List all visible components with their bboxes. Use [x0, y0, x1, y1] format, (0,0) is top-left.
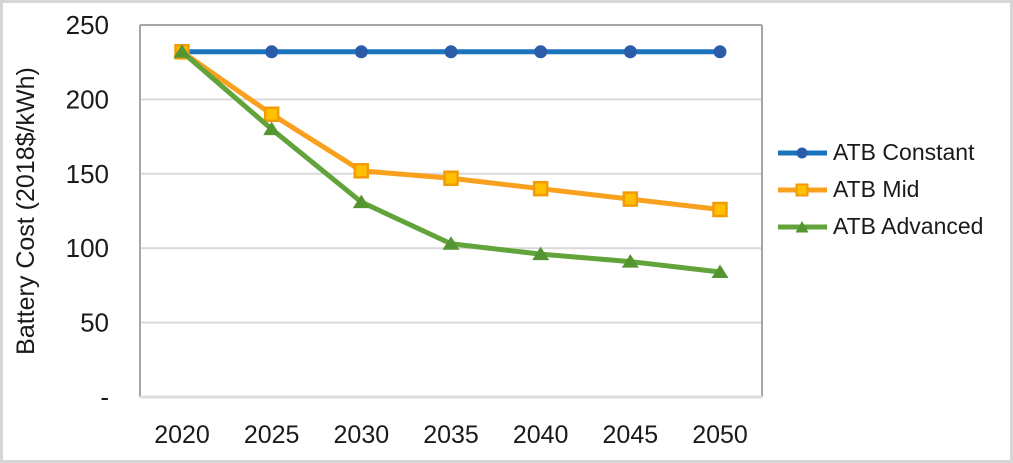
x-tick-label: 2040: [513, 421, 569, 449]
x-tick-label: 2030: [334, 421, 390, 449]
marker-triangle-atb-advanced: [621, 254, 639, 268]
line-chart: 250 200 150 100 50 - 2020 2025 2030 2035 2040 2045…: [12, 10, 763, 449]
legend-item-atb-advanced: ATB Advanced: [775, 208, 983, 245]
y-tick-label: 200: [66, 84, 109, 114]
marker-circle-atb-constant: [534, 45, 548, 59]
x-tick-label: 2045: [603, 421, 659, 449]
y-tick-label: -: [100, 382, 109, 412]
marker-triangle-atb-advanced: [263, 121, 281, 136]
legend-label: ATB Advanced: [833, 213, 984, 239]
marker-square-atb-mid: [353, 163, 370, 179]
marker-circle-atb-constant: [265, 45, 279, 59]
legend-label: ATB Mid: [833, 176, 920, 202]
y-tick-label: 50: [80, 308, 109, 338]
y-tick-label: 250: [66, 10, 109, 40]
series-lines: [173, 44, 729, 279]
gridlines: [140, 98, 762, 324]
y-tick-label: 150: [66, 159, 109, 189]
x-tick-label: 2020: [154, 421, 210, 449]
y-tick-label: 100: [66, 233, 109, 263]
axes: [139, 24, 763, 399]
legend-label: ATB Constant: [833, 139, 975, 165]
marker-circle-atb-constant: [354, 45, 368, 59]
marker-triangle-atb-advanced: [711, 264, 729, 279]
x-tick-label: 2025: [244, 421, 300, 449]
legend-item-atb-constant: ATB Constant: [775, 134, 983, 171]
marker-triangle-atb-advanced: [532, 246, 550, 261]
marker-circle-atb-constant: [713, 45, 727, 59]
marker-square-atb-mid: [443, 170, 459, 187]
line-square-swatch-icon: [778, 183, 827, 196]
marker-square-atb-mid: [622, 191, 639, 207]
marker-triangle-atb-advanced: [442, 236, 460, 250]
x-axis-tick-labels: 2020 2025 2030 2035 2040 2045 2050: [154, 421, 748, 449]
marker-circle-atb-constant: [623, 45, 637, 59]
x-tick-label: 2035: [423, 421, 479, 449]
marker-triangle-atb-advanced: [173, 44, 191, 58]
marker-square-atb-mid: [532, 180, 549, 197]
marker-circle-atb-constant: [444, 45, 458, 59]
line-circle-swatch-icon: [778, 147, 827, 158]
line-triangle-swatch-icon: [778, 220, 827, 232]
y-axis-title: Battery Cost (2018$/kWh): [12, 67, 40, 355]
marker-square-atb-mid: [263, 106, 280, 123]
legend-item-atb-mid: ATB Mid: [775, 171, 983, 208]
y-axis-tick-labels: 250 200 150 100 50 -: [66, 10, 109, 412]
legend: ATB Constant ATB Mid ATB Advanced: [775, 134, 983, 245]
marker-triangle-atb-advanced: [352, 194, 370, 209]
marker-square-atb-mid: [712, 201, 728, 218]
x-tick-label: 2050: [692, 421, 748, 449]
